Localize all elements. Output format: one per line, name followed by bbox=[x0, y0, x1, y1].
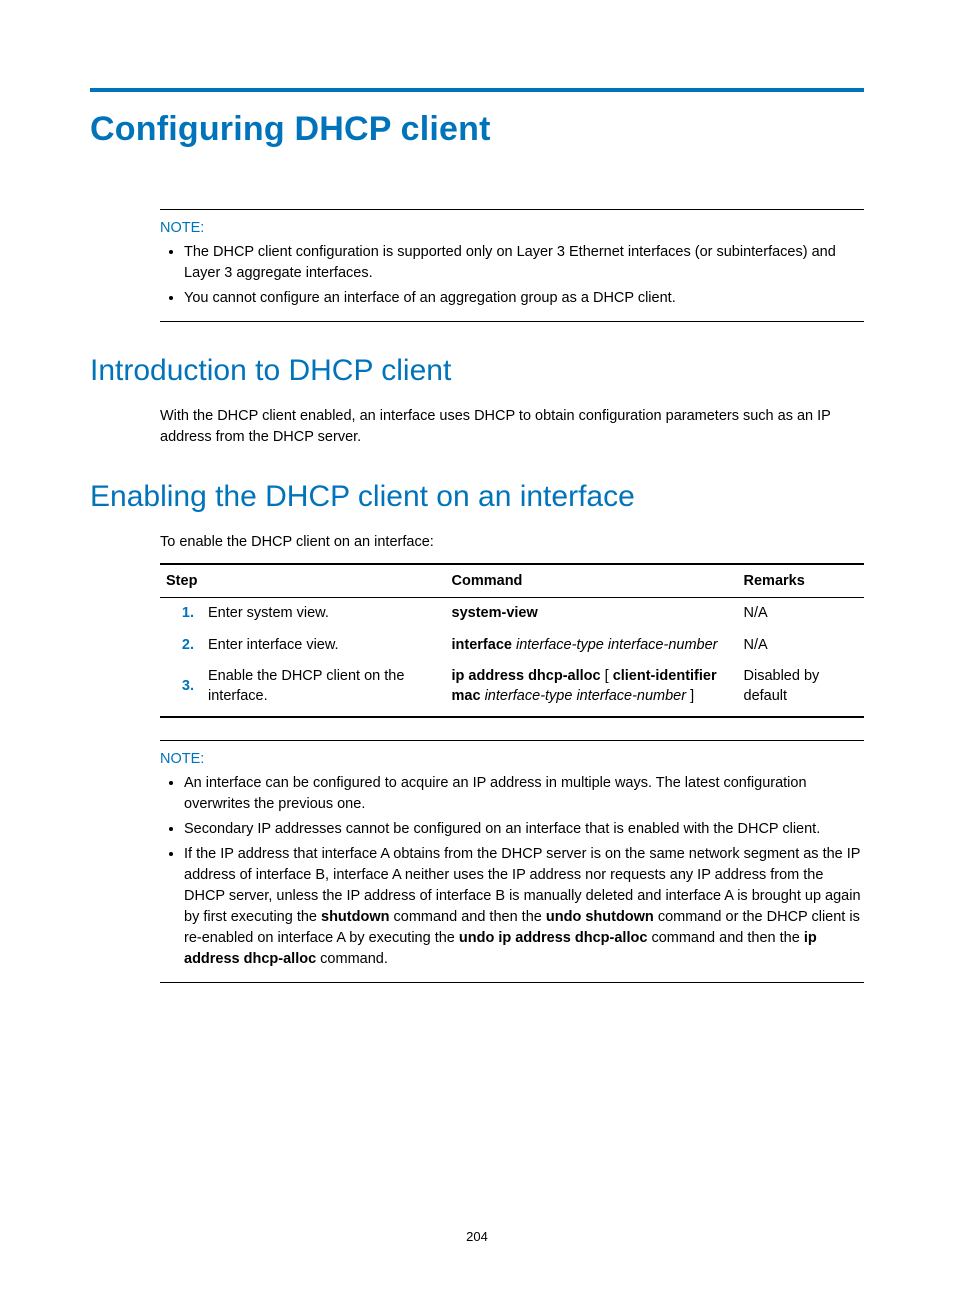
note-item: Secondary IP addresses cannot be configu… bbox=[184, 819, 864, 840]
command-cell: interface interface-type interface-numbe… bbox=[446, 630, 738, 662]
remarks-cell: N/A bbox=[738, 598, 864, 630]
remarks-cell: Disabled by default bbox=[738, 661, 864, 717]
note-list: An interface can be configured to acquir… bbox=[160, 773, 864, 970]
note-item: The DHCP client configuration is support… bbox=[184, 242, 864, 284]
text-bold: undo shutdown bbox=[546, 909, 654, 925]
note-block-1: NOTE: The DHCP client configuration is s… bbox=[160, 209, 864, 322]
page-number: 204 bbox=[0, 1229, 954, 1244]
step-text: Enable the DHCP client on the interface. bbox=[202, 661, 446, 717]
note-item: An interface can be configured to acquir… bbox=[184, 773, 864, 815]
note-item: You cannot configure an interface of an … bbox=[184, 288, 864, 309]
command-bold: interface bbox=[452, 637, 512, 653]
section-body-intro: With the DHCP client enabled, an interfa… bbox=[160, 406, 864, 448]
page-title: Configuring DHCP client bbox=[90, 110, 864, 149]
table-row: 3. Enable the DHCP client on the interfa… bbox=[160, 661, 864, 717]
command-bold: ip address dhcp-alloc bbox=[452, 668, 601, 684]
note-block-2: NOTE: An interface can be configured to … bbox=[160, 740, 864, 983]
text-bold: shutdown bbox=[321, 909, 389, 925]
steps-table: Step Command Remarks 1. Enter system vie… bbox=[160, 563, 864, 718]
step-text: Enter system view. bbox=[202, 598, 446, 630]
note-label: NOTE: bbox=[160, 751, 864, 767]
table-row: 2. Enter interface view. interface inter… bbox=[160, 630, 864, 662]
command-mid: [ bbox=[601, 668, 613, 684]
text-bold: undo ip address dhcp-alloc bbox=[459, 930, 648, 946]
top-rule bbox=[90, 88, 864, 92]
text: command and then the bbox=[389, 909, 545, 925]
table-header-step: Step bbox=[160, 564, 446, 598]
command-ital: interface-type interface-number bbox=[512, 637, 718, 653]
note-list: The DHCP client configuration is support… bbox=[160, 242, 864, 309]
remarks-cell: N/A bbox=[738, 630, 864, 662]
step-number: 3. bbox=[160, 661, 202, 717]
section-heading-intro: Introduction to DHCP client bbox=[90, 354, 864, 388]
table-header-row: Step Command Remarks bbox=[160, 564, 864, 598]
step-number: 1. bbox=[160, 598, 202, 630]
table-header-remarks: Remarks bbox=[738, 564, 864, 598]
command-tail: ] bbox=[686, 688, 694, 704]
paragraph: With the DHCP client enabled, an interfa… bbox=[160, 406, 864, 448]
command-cell: system-view bbox=[446, 598, 738, 630]
section-body-enable: To enable the DHCP client on an interfac… bbox=[160, 532, 864, 983]
section-heading-enable: Enabling the DHCP client on an interface bbox=[90, 480, 864, 514]
page: Configuring DHCP client NOTE: The DHCP c… bbox=[0, 0, 954, 1296]
note-item: If the IP address that interface A obtai… bbox=[184, 844, 864, 970]
note-label: NOTE: bbox=[160, 220, 864, 236]
text: command. bbox=[316, 951, 388, 967]
text: command and then the bbox=[647, 930, 803, 946]
paragraph: To enable the DHCP client on an interfac… bbox=[160, 532, 864, 553]
step-text: Enter interface view. bbox=[202, 630, 446, 662]
table-header-command: Command bbox=[446, 564, 738, 598]
command-bold: system-view bbox=[452, 605, 538, 621]
command-cell: ip address dhcp-alloc [ client-identifie… bbox=[446, 661, 738, 717]
table-row: 1. Enter system view. system-view N/A bbox=[160, 598, 864, 630]
step-number: 2. bbox=[160, 630, 202, 662]
command-ital: interface-type interface-number bbox=[481, 688, 687, 704]
